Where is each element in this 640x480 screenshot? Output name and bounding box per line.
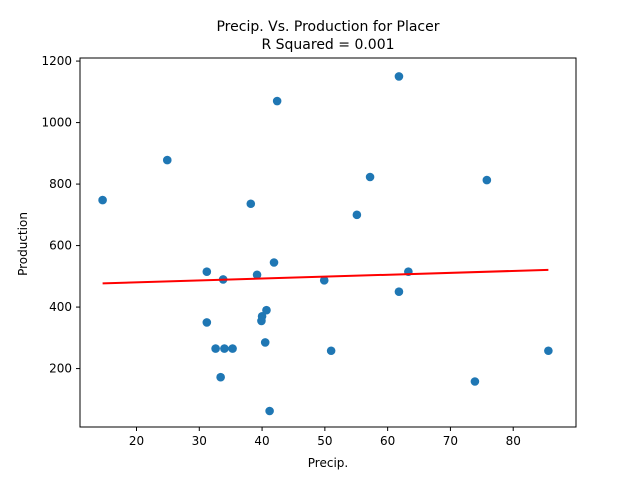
data-point-27 <box>482 175 492 185</box>
y-tick-label-600: 600 <box>49 239 72 253</box>
chart-title-line2: R Squared = 0.001 <box>261 37 394 53</box>
data-point-22 <box>365 172 375 182</box>
data-point-24 <box>394 287 404 297</box>
regression-line <box>102 268 549 285</box>
data-point-26 <box>470 377 480 386</box>
data-point-21 <box>352 210 362 220</box>
chart-title-line1: Precip. Vs. Production for Placer <box>216 19 439 35</box>
data-point-11 <box>252 270 262 280</box>
data-point-14 <box>260 338 270 347</box>
x-tick-label-60: 60 <box>380 434 395 448</box>
data-point-10 <box>246 199 256 209</box>
data-point-18 <box>272 96 282 106</box>
y-tick-label-1200: 1200 <box>41 54 72 68</box>
y-tick-label-1000: 1000 <box>41 116 72 130</box>
axis-ticks: 20 30 40 50 60 70 80 200 400 600 800 1000 1200 <box>41 54 520 448</box>
y-tick-label-400: 400 <box>49 300 72 314</box>
data-point-2 <box>162 155 172 165</box>
y-tick-label-800: 800 <box>49 177 72 191</box>
x-tick-label-50: 50 <box>317 434 332 448</box>
y-tick-label-200: 200 <box>49 362 72 376</box>
data-point-1 <box>98 195 107 205</box>
data-point-8 <box>220 344 229 353</box>
data-point-20 <box>326 346 336 356</box>
data-point-4 <box>202 318 212 327</box>
plot-frame <box>79 57 577 428</box>
data-point-3 <box>202 267 212 277</box>
data-point-28 <box>544 346 553 356</box>
data-point-16 <box>265 406 274 416</box>
x-tick-label-40: 40 <box>254 434 269 448</box>
x-tick-label-20: 20 <box>129 434 144 448</box>
y-axis-label: Production <box>16 212 30 276</box>
data-point-6 <box>216 372 225 382</box>
plot-area <box>79 57 577 428</box>
data-point-23 <box>394 72 404 81</box>
x-axis-label: Precip. <box>308 456 348 470</box>
x-tick-label-80: 80 <box>506 434 521 448</box>
data-point-13 <box>257 312 267 321</box>
x-tick-label-30: 30 <box>192 434 207 448</box>
data-point-5 <box>211 344 220 353</box>
x-tick-label-70: 70 <box>443 434 458 448</box>
data-point-17 <box>269 258 279 267</box>
data-point-9 <box>228 344 237 353</box>
data-point-15 <box>262 305 271 315</box>
data-point-19 <box>319 276 329 285</box>
